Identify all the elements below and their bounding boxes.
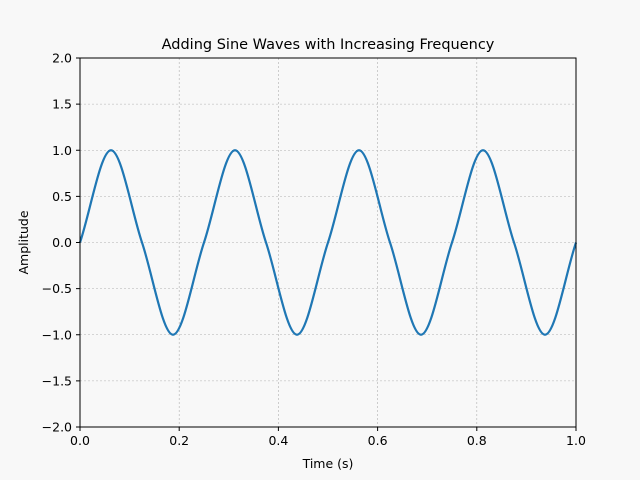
x-tick-label: 0.6 [368, 433, 388, 448]
x-tick-label: 1.0 [566, 433, 586, 448]
y-tick-label: 1.0 [52, 143, 72, 158]
x-tick-label: 0.2 [169, 433, 189, 448]
y-tick-label: 1.5 [52, 97, 72, 112]
y-ticks: −2.0 −1.5 −1.0 −0.5 0.0 0.5 1.0 1.5 2.0 [42, 51, 80, 435]
x-tick-label: 0.0 [70, 433, 90, 448]
x-ticks: 0.0 0.2 0.4 0.6 0.8 1.0 [70, 427, 586, 448]
series-lines [78, 149, 578, 336]
x-axis-label: Time (s) [302, 456, 354, 471]
chart-title: Adding Sine Waves with Increasing Freque… [162, 37, 495, 53]
series-line [78, 149, 578, 336]
y-tick-label: 0.0 [52, 235, 72, 250]
y-tick-label: 2.0 [52, 51, 72, 66]
y-tick-label: −2.0 [42, 420, 72, 435]
y-tick-label: −1.5 [42, 373, 72, 388]
y-tick-label: 0.5 [52, 189, 72, 204]
y-axis-label: Amplitude [16, 210, 31, 274]
y-tick-label: −1.0 [42, 327, 72, 342]
x-tick-label: 0.8 [467, 433, 487, 448]
y-tick-label: −0.5 [42, 281, 72, 296]
x-tick-label: 0.4 [268, 433, 288, 448]
